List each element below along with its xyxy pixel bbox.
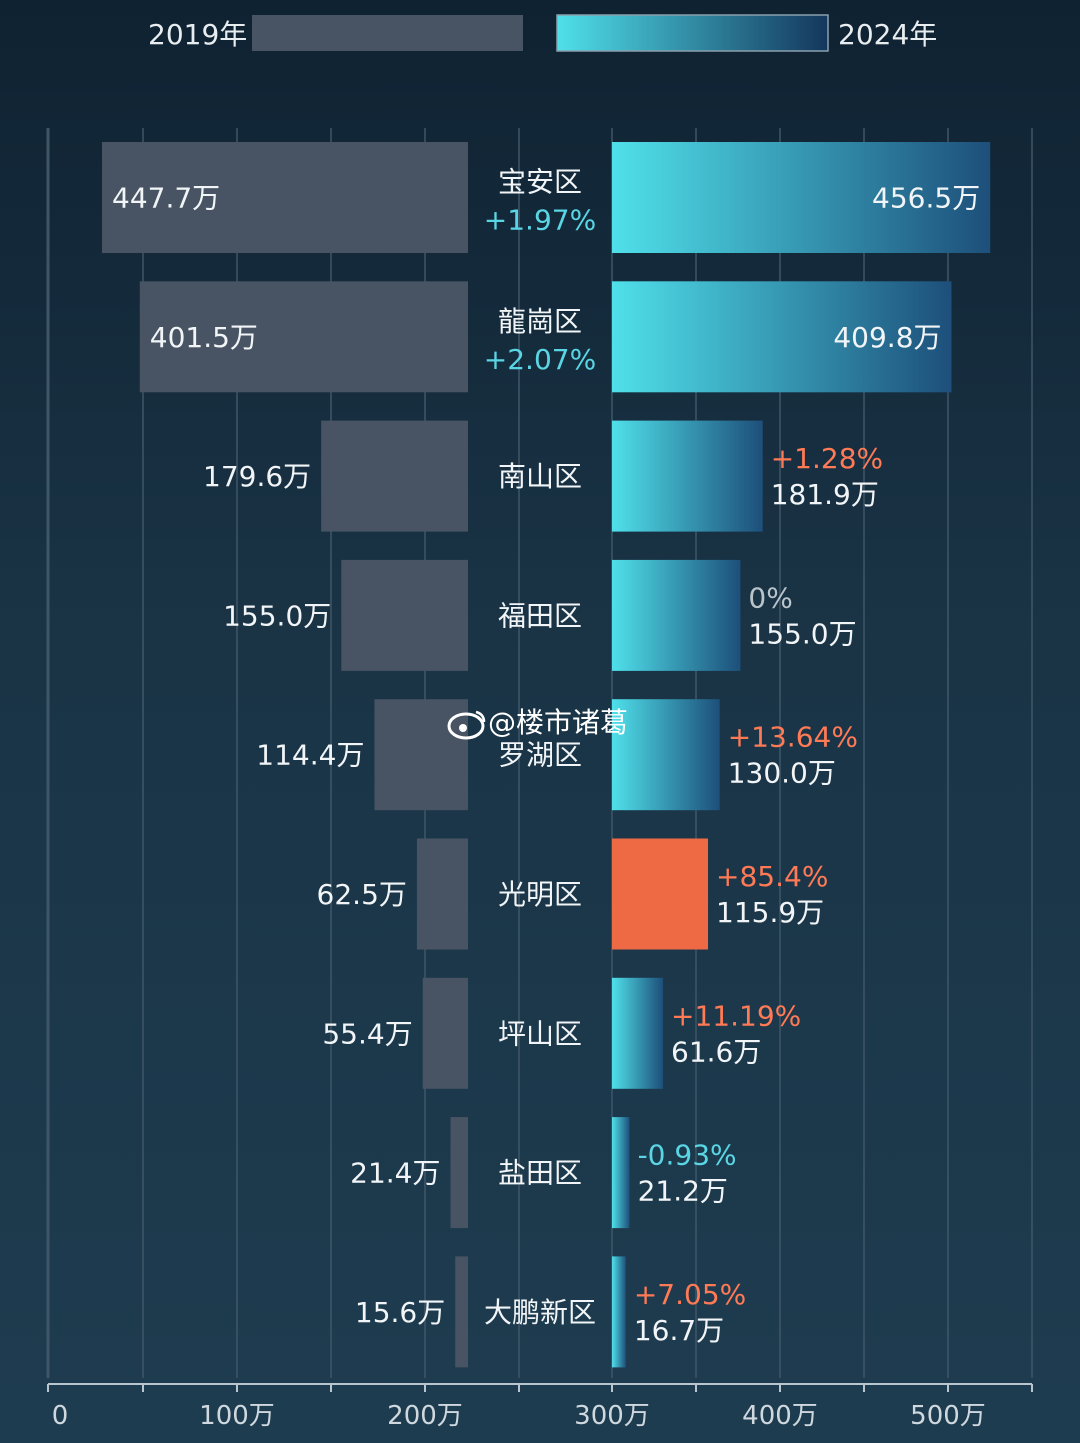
x-tick-label: 100万	[199, 1401, 275, 1431]
district-name: 罗湖区	[498, 739, 582, 772]
bar-2024-label: 181.9万	[771, 478, 879, 511]
bar-2024	[612, 420, 763, 532]
bar-2024-label: 61.6万	[671, 1035, 761, 1068]
change-percent: +2.07%	[484, 343, 596, 376]
bar-2019	[102, 142, 468, 253]
bar-2019-label: 15.6万	[355, 1296, 445, 1329]
bar-2024	[612, 699, 720, 811]
district-name: 大鹏新区	[484, 1296, 596, 1329]
district-name: 光明区	[498, 878, 582, 911]
district-name: 南山区	[498, 460, 582, 493]
bar-2019-label: 179.6万	[203, 460, 311, 493]
change-percent: +13.64%	[728, 721, 858, 754]
bar-2024-label: 115.9万	[716, 896, 824, 929]
district-name: 盐田区	[498, 1157, 582, 1190]
legend: 2019年 2024年	[148, 14, 937, 52]
bar-2024	[612, 838, 709, 950]
bar-2024-label: 409.8万	[833, 321, 941, 354]
change-percent: +1.97%	[484, 204, 596, 237]
bar-2019-label: 114.4万	[256, 739, 364, 772]
bar-2024	[612, 1256, 626, 1368]
bar-2019-label: 401.5万	[150, 321, 258, 354]
bar-2024-label: 21.2万	[638, 1175, 728, 1208]
district-name: 龍崗区	[498, 305, 582, 338]
weibo-icon	[447, 710, 486, 740]
district-name: 坪山区	[498, 1017, 582, 1050]
bar-2019	[416, 838, 468, 950]
legend-swatch-2019	[252, 15, 523, 51]
bar-2019	[139, 281, 468, 393]
district-name: 福田区	[498, 599, 582, 632]
bar-2019-label: 55.4万	[322, 1017, 412, 1050]
bar-2019	[455, 1256, 468, 1368]
x-axis: 0 100万 200万 300万 400万 500万	[47, 1383, 1033, 1431]
bar-2024	[612, 142, 991, 253]
change-percent: +1.28%	[771, 442, 883, 475]
legend-label-2019: 2019年	[148, 18, 247, 51]
legend-label-2024: 2024年	[838, 18, 937, 51]
bar-2024	[612, 977, 664, 1089]
district-name: 宝安区	[498, 166, 582, 199]
x-tick-label: 200万	[387, 1401, 463, 1431]
change-percent: +7.05%	[634, 1278, 746, 1311]
legend-swatch-2024	[556, 14, 829, 52]
change-percent: -0.93%	[638, 1139, 737, 1172]
bars: 447.7万 456.5万 宝安区 +1.97% 401.5万 409.8万 龍崗区 +2.0…	[102, 142, 991, 1368]
bar-2024	[612, 1117, 630, 1229]
bar-2019-label: 155.0万	[223, 599, 331, 632]
bar-2024-label: 16.7万	[634, 1314, 724, 1347]
bar-2019-label: 21.4万	[350, 1157, 440, 1190]
change-percent: 0%	[748, 581, 792, 614]
bar-2024	[612, 281, 952, 393]
bar-2019	[450, 1117, 468, 1229]
bar-2024-label: 456.5万	[872, 182, 980, 215]
bar-2019	[422, 977, 468, 1089]
change-percent: +11.19%	[671, 999, 801, 1032]
bar-2019-label: 447.7万	[112, 182, 220, 215]
x-tick-label: 300万	[574, 1401, 650, 1431]
bar-2019	[341, 559, 468, 671]
x-tick-label: 0	[52, 1401, 69, 1431]
x-tick-label: 500万	[910, 1401, 986, 1431]
bar-2019	[321, 420, 468, 532]
watermark-text: @楼市诸葛	[488, 706, 628, 739]
bar-2019-label: 62.5万	[317, 878, 407, 911]
x-tick-label: 400万	[742, 1401, 818, 1431]
bar-2024-label: 130.0万	[728, 757, 836, 790]
watermark: @楼市诸葛	[447, 706, 628, 740]
bar-2024	[612, 559, 741, 671]
change-percent: +85.4%	[716, 860, 828, 893]
bar-2024-label: 155.0万	[748, 617, 856, 650]
